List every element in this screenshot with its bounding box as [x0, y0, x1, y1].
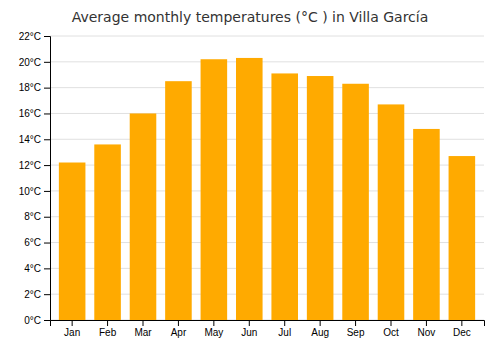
x-tick-mark: [72, 320, 73, 326]
x-tick-mark: [284, 320, 285, 326]
y-axis: 0°C 2°C 4°C 6°C 8°C 10°C 12°C 14°C 16°C 18°C 20°C 2…: [19, 31, 51, 326]
bar: [307, 76, 334, 320]
y-tick: 16°C: [19, 108, 50, 119]
y-tick-label: 10°C: [19, 186, 41, 197]
y-tick-mark: [44, 320, 50, 321]
chart-svg: Average monthly temperatures (°C ) in Vi…: [0, 0, 500, 350]
grid: [50, 36, 484, 320]
bar: [413, 129, 440, 320]
bar: [378, 104, 405, 320]
chart-title: Average monthly temperatures (°C ) in Vi…: [72, 9, 429, 25]
y-tick-mark: [44, 217, 50, 218]
x-tick-mark: [391, 320, 392, 326]
x-tick-label: Mar: [134, 327, 152, 338]
y-tick-label: 12°C: [19, 160, 41, 171]
y-tick-mark: [44, 62, 50, 63]
grid-line: [50, 36, 484, 37]
y-tick-label: 2°C: [24, 289, 41, 300]
x-tick: Mar: [134, 320, 152, 338]
y-tick-label: 18°C: [19, 82, 41, 93]
x-tick-label: Apr: [171, 327, 187, 338]
bar: [236, 58, 263, 320]
y-tick-mark: [44, 268, 50, 269]
y-tick: 10°C: [19, 186, 50, 197]
y-tick-label: 6°C: [24, 237, 41, 248]
y-tick-mark: [44, 88, 50, 89]
y-tick-mark: [44, 36, 50, 37]
y-tick: 8°C: [24, 211, 50, 222]
x-tick-label: Aug: [311, 327, 329, 338]
y-tick: 18°C: [19, 82, 50, 93]
y-tick: 14°C: [19, 134, 50, 145]
x-tick-mark: [461, 320, 462, 326]
x-tick-mark: [426, 320, 427, 326]
y-tick-mark: [44, 243, 50, 244]
plot-area: Jan Feb Mar Apr May Jun Jul Aug Sep Oct Nov Dec 0°C 2…: [19, 31, 485, 338]
y-tick-mark: [44, 165, 50, 166]
x-axis: Jan Feb Mar Apr May Jun Jul Aug Sep Oct Nov Dec: [51, 320, 485, 338]
y-tick-label: 22°C: [19, 31, 41, 42]
x-tick-mark: [355, 320, 356, 326]
grid-line: [50, 61, 484, 62]
x-tick: May: [204, 320, 223, 338]
x-tick-label: Nov: [418, 327, 436, 338]
bar: [449, 156, 476, 320]
x-tick: Apr: [171, 320, 187, 338]
x-axis-line: [51, 321, 485, 327]
x-tick-label: Jun: [241, 327, 257, 338]
x-tick-mark: [107, 320, 108, 326]
y-tick: 20°C: [19, 57, 50, 68]
x-tick-label: Jan: [64, 327, 80, 338]
y-axis-line: [44, 37, 51, 321]
x-tick: Aug: [311, 320, 329, 338]
chart-container: Average monthly temperatures (°C ) in Vi…: [0, 0, 500, 350]
bar: [271, 73, 298, 320]
y-tick-mark: [44, 294, 50, 295]
y-tick: 6°C: [24, 237, 50, 248]
x-tick-mark: [178, 320, 179, 326]
x-tick: Jul: [278, 320, 291, 338]
x-tick-mark: [249, 320, 250, 326]
x-tick-mark: [213, 320, 214, 326]
x-tick: Feb: [99, 320, 117, 338]
y-tick-mark: [44, 139, 50, 140]
grid-line: [50, 113, 484, 114]
x-tick-mark: [320, 320, 321, 326]
x-tick-label: Oct: [383, 327, 399, 338]
y-tick-label: 14°C: [19, 134, 41, 145]
x-tick-label: Dec: [453, 327, 471, 338]
bar: [342, 84, 369, 320]
x-tick-label: Sep: [347, 327, 365, 338]
bar: [59, 163, 86, 320]
y-tick: 4°C: [24, 263, 50, 274]
grid-line: [50, 87, 484, 88]
bar: [130, 113, 157, 320]
y-tick: 0°C: [24, 315, 50, 326]
x-tick: Sep: [347, 320, 365, 338]
y-tick: 2°C: [24, 289, 50, 300]
bar: [165, 81, 192, 320]
x-tick: Jun: [241, 320, 257, 338]
y-tick-label: 8°C: [24, 211, 41, 222]
x-tick-label: Jul: [278, 327, 291, 338]
bars: [59, 58, 475, 320]
y-tick: 12°C: [19, 160, 50, 171]
x-tick-label: Feb: [99, 327, 117, 338]
y-tick-mark: [44, 191, 50, 192]
y-tick-label: 20°C: [19, 57, 41, 68]
x-tick: Oct: [383, 320, 399, 338]
y-tick-label: 4°C: [24, 263, 41, 274]
x-tick: Jan: [64, 320, 80, 338]
bar: [94, 144, 121, 320]
x-tick: Nov: [418, 320, 436, 338]
y-tick: 22°C: [19, 31, 50, 42]
y-tick-label: 0°C: [24, 315, 41, 326]
x-tick: Dec: [453, 320, 471, 338]
bar: [201, 59, 228, 320]
y-tick-mark: [44, 113, 50, 114]
x-tick-label: May: [204, 327, 223, 338]
y-tick-label: 16°C: [19, 108, 41, 119]
x-tick-mark: [143, 320, 144, 326]
